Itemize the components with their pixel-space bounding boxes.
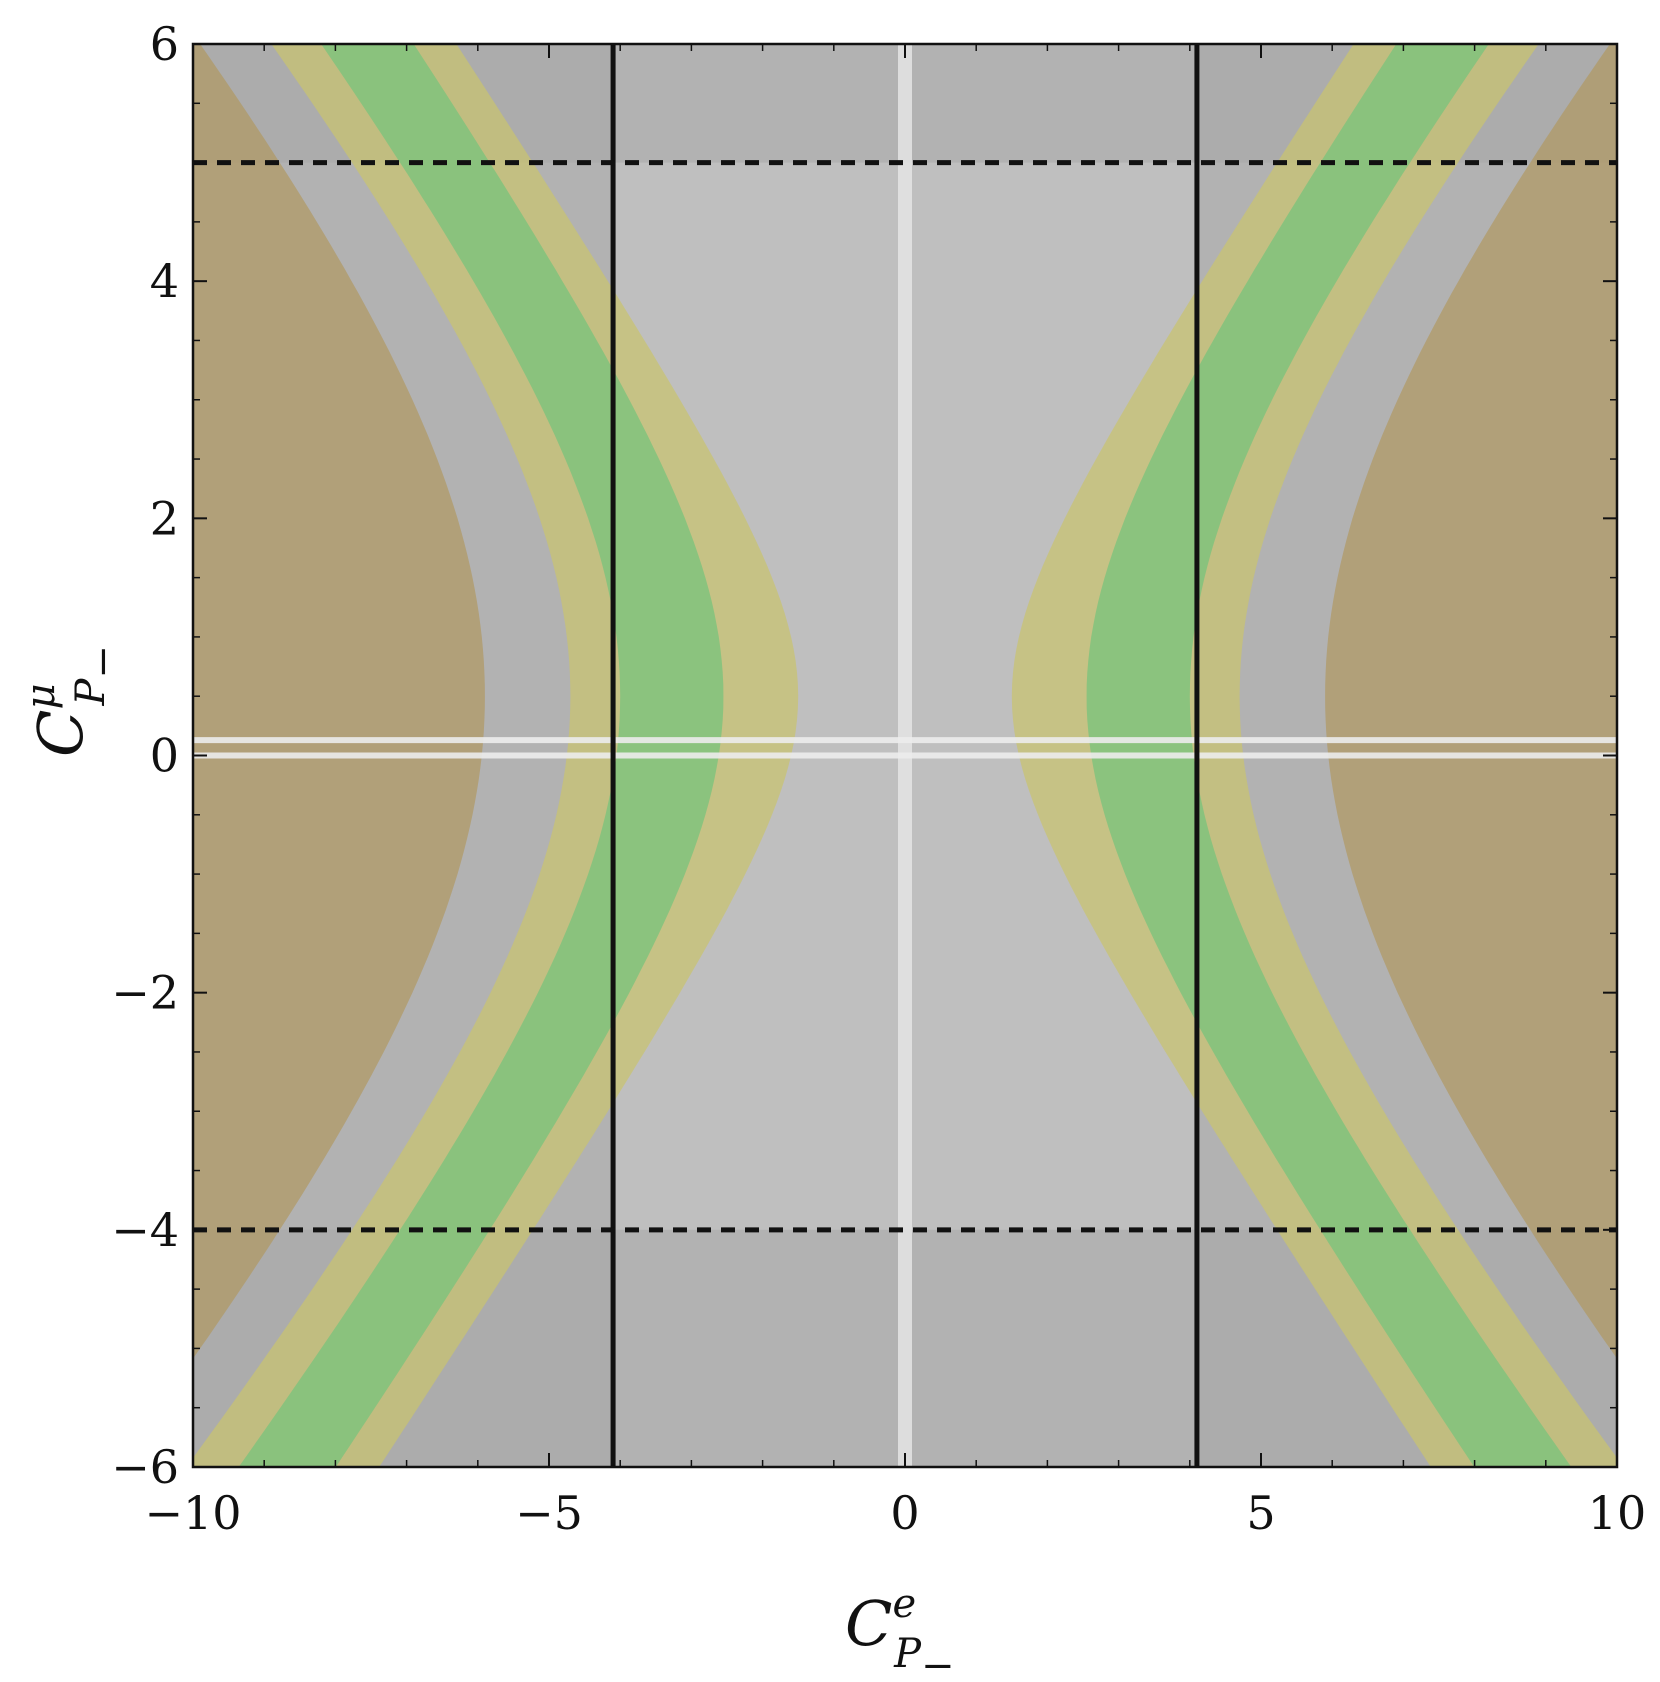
band-2-left bbox=[238, 44, 724, 1467]
x-tick-label: 0 bbox=[890, 1486, 919, 1540]
y-tick-label: 4 bbox=[150, 254, 179, 308]
axis-labels: Ce P− Cμ P− bbox=[18, 645, 955, 1682]
y-tick-label: −4 bbox=[111, 1203, 179, 1257]
band-3-right bbox=[1325, 44, 1617, 1359]
y-axis-label: Cμ P− bbox=[18, 645, 126, 757]
y-tick-label: 6 bbox=[150, 17, 179, 71]
x-axis-label: Ce P− bbox=[845, 1581, 955, 1682]
x-tick-label: −5 bbox=[515, 1486, 583, 1540]
y-tick-label: 2 bbox=[150, 491, 179, 545]
x-tick-label: 5 bbox=[1246, 1486, 1275, 1540]
y-tick-label: −6 bbox=[111, 1440, 179, 1494]
band-1-left bbox=[193, 44, 799, 1467]
x-tick-label: 10 bbox=[1588, 1486, 1647, 1540]
band-1-right bbox=[1011, 44, 1617, 1467]
band-2-right bbox=[1086, 44, 1572, 1467]
x-tick-label: −10 bbox=[144, 1486, 241, 1540]
plot-area bbox=[193, 44, 1617, 1467]
y-tick-label: −2 bbox=[111, 966, 179, 1020]
axis-ticks: −10 −5 0 5 10 −6 −4 −2 0 2 4 6 bbox=[111, 17, 1646, 1540]
band-3-left bbox=[193, 44, 485, 1359]
y-tick-label: 0 bbox=[150, 729, 179, 783]
